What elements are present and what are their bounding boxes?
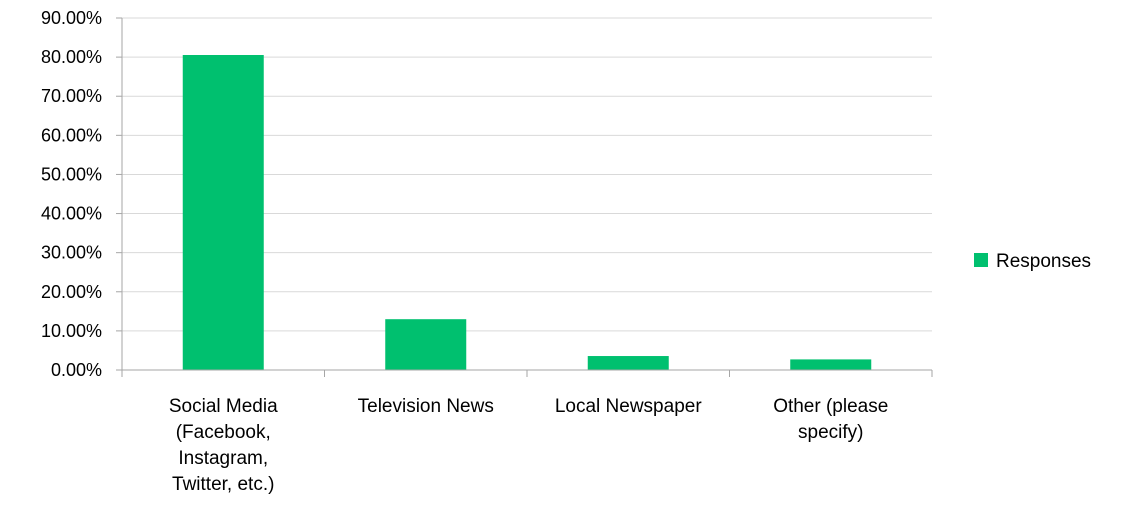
x-category-label-line: Television News [358,396,494,417]
x-category-label: Local Newspaper [555,396,702,417]
legend: Responses [974,251,1091,272]
x-category-label: Television News [358,396,494,417]
legend-label: Responses [996,251,1091,272]
y-tick-label: 70.00% [41,86,102,106]
x-category-label: Social Media (Facebook, Instagram, Twitter,… [169,396,278,495]
y-tick-label: 0.00% [51,360,102,380]
y-tick-label: 60.00% [41,125,102,145]
x-category-label-line: Other (please [773,396,888,417]
bar [587,356,669,370]
y-tick-label: 10.00% [41,321,102,341]
x-category-label: Other (please specify) [773,396,888,443]
y-tick-label: 20.00% [41,282,102,302]
axes [116,17,933,377]
x-category-label-line: Instagram, [178,448,268,469]
x-category-label-line: Local Newspaper [555,396,702,417]
bar [385,319,467,370]
x-category-label-line: Social Media [169,396,278,417]
x-category-labels: Social Media (Facebook, Instagram, Twitter,… [169,396,888,495]
bars [182,54,872,370]
y-tick-label: 30.00% [41,243,102,263]
x-category-label-line: Twitter, etc.) [172,474,274,495]
y-tick-label: 40.00% [41,204,102,224]
x-category-label-line: (Facebook, [176,422,271,443]
bar [790,359,872,370]
legend-swatch [974,253,988,267]
bar [182,54,264,370]
y-tick-labels: 0.00% 10.00% 20.00% 30.00% 40.00% 50.00% 60.00… [41,8,102,380]
y-tick-label: 90.00% [41,8,102,28]
y-tick-label: 80.00% [41,47,102,67]
y-tick-label: 50.00% [41,164,102,184]
x-category-label-line: specify) [798,422,863,443]
